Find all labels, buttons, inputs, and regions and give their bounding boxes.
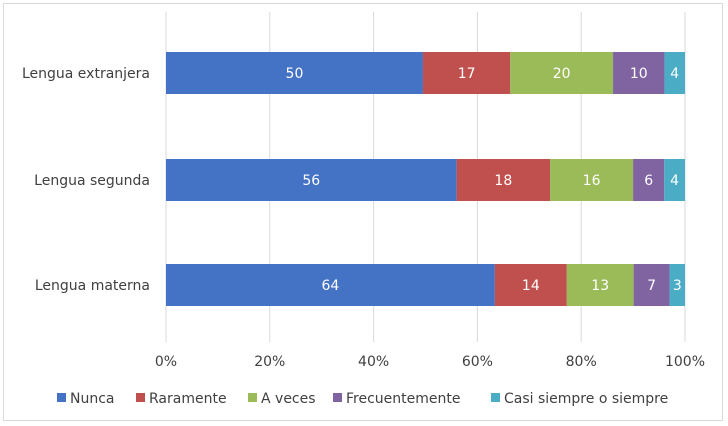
bar-segment: [669, 264, 685, 306]
data-label: 6: [644, 173, 653, 189]
category-labels: Lengua extranjera Lengua segunda Lengua ma…: [22, 66, 150, 294]
legend: Nunca Raramente A veces Frecuentemente Casi …: [57, 391, 668, 407]
bar-segment: [613, 52, 665, 94]
legend-label: A veces: [261, 391, 316, 407]
bar-segment: [664, 52, 685, 94]
data-label: 4: [670, 66, 679, 82]
data-label: 17: [458, 66, 476, 82]
data-label: 16: [583, 173, 601, 189]
legend-label: Casi siempre o siempre: [504, 391, 668, 407]
legend-swatch: [491, 393, 500, 402]
bar-segment: [166, 159, 457, 201]
category-label: Lengua materna: [35, 278, 150, 294]
data-label: 3: [673, 278, 682, 294]
x-tick-label: 100%: [665, 354, 705, 370]
legend-label: Raramente: [149, 391, 227, 407]
data-label: 10: [630, 66, 648, 82]
x-tick-label: 0%: [155, 354, 177, 370]
legend-swatch: [333, 393, 342, 402]
x-tick-labels: 0% 20% 40% 60% 80% 100%: [155, 354, 705, 370]
legend-swatch: [136, 393, 145, 402]
bar-segment: [422, 52, 511, 94]
x-tick-label: 60%: [462, 354, 493, 370]
bar-segment: [664, 159, 685, 201]
data-label: 14: [522, 278, 540, 294]
bars: 50 17 20 10 456 18 16 6 464 14 13 7 3: [166, 52, 685, 306]
bar-segment: [166, 52, 423, 94]
legend-label: Nunca: [70, 391, 115, 407]
bar-segment: [566, 264, 634, 306]
legend-swatch: [57, 393, 66, 402]
category-label: Lengua segunda: [34, 173, 150, 189]
data-label: 50: [286, 66, 304, 82]
bar-segment: [510, 52, 614, 94]
data-label: 13: [591, 278, 609, 294]
bar-segment: [166, 264, 495, 306]
bar-segment: [456, 159, 551, 201]
x-tick-label: 80%: [566, 354, 597, 370]
data-label: 56: [302, 173, 320, 189]
data-label: 18: [494, 173, 512, 189]
legend-swatch: [248, 393, 257, 402]
bar-segment: [550, 159, 634, 201]
category-label: Lengua extranjera: [22, 66, 150, 82]
data-label: 64: [322, 278, 340, 294]
bar-segment: [633, 159, 665, 201]
bar-segment: [633, 264, 670, 306]
data-label: 20: [553, 66, 571, 82]
legend-label: Frecuentemente: [346, 391, 460, 407]
x-tick-label: 40%: [358, 354, 389, 370]
data-label: 4: [670, 173, 679, 189]
x-tick-label: 20%: [254, 354, 285, 370]
data-label: 7: [647, 278, 656, 294]
bar-segment: [494, 264, 567, 306]
